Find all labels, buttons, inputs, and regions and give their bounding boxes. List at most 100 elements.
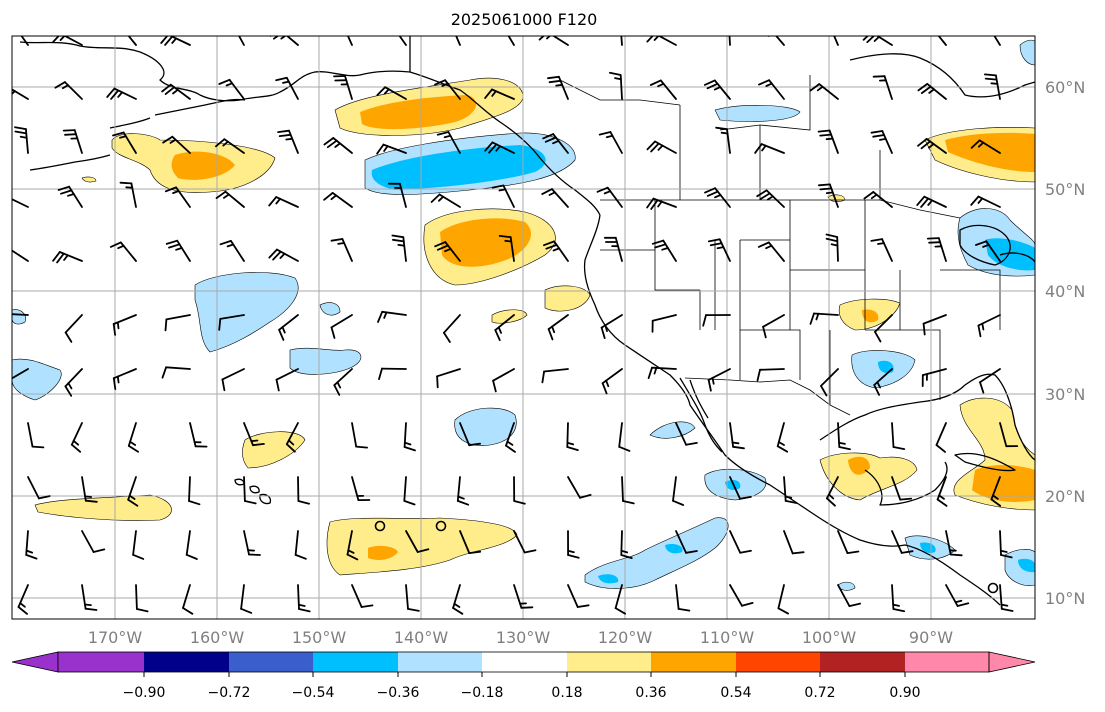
wind-barb-flag	[706, 190, 719, 197]
colorbar-tick-label: 0.36	[635, 685, 666, 701]
wind-barb-flag	[272, 36, 280, 40]
wind-barb-flag	[268, 248, 278, 259]
wind-barb-flag	[506, 440, 514, 446]
wind-barb	[675, 422, 687, 446]
wind-barb-flag	[13, 33, 19, 35]
wind-barb-flag	[84, 603, 92, 606]
wind-barb-flag	[279, 252, 286, 259]
wind-barb-flag	[468, 442, 482, 447]
wind-barb-flag	[848, 602, 861, 607]
wind-barb-flag	[777, 607, 789, 615]
wind-barb-flag	[484, 88, 493, 99]
wind-barb-flag	[892, 603, 900, 607]
calm-wind-marker	[987, 582, 999, 594]
wind-barb-flag	[1000, 554, 1013, 559]
wind-barb	[165, 366, 191, 370]
wind-barb-flag	[706, 82, 719, 90]
wind-barb-flag	[992, 494, 999, 500]
wind-barb-flag	[14, 130, 28, 135]
wind-barb-flag	[110, 89, 120, 100]
baja-coast	[679, 377, 723, 453]
wind-barb-flag	[824, 27, 830, 28]
bc-coast	[409, 71, 601, 216]
wind-barb-flag	[287, 439, 295, 446]
canada-borders	[559, 75, 811, 200]
wind-barb-flag	[954, 599, 963, 604]
wind-barb-flag	[766, 195, 774, 201]
wind-barb-flag	[338, 27, 344, 28]
state-borders	[600, 200, 1001, 405]
wind-barb	[492, 368, 515, 382]
wind-barb-flag	[119, 135, 127, 139]
wind-barb-flag	[978, 141, 985, 148]
lon-labels: 170°W 160°W 150°W 140°W 130°W 120°W 110°…	[88, 628, 953, 647]
wind-barb-flag	[825, 237, 839, 243]
wind-barb	[12, 198, 29, 208]
wind-barb-flag	[182, 607, 194, 615]
wind-barb-flag	[982, 243, 990, 248]
wind-barb-flag	[172, 88, 179, 95]
wind-barb	[891, 530, 903, 554]
wind-barb	[922, 314, 947, 325]
wind-barb-flag	[106, 87, 116, 98]
wind-barb-flag	[403, 446, 416, 452]
wind-barb-flag	[685, 550, 698, 554]
wind-barb-flag	[334, 142, 341, 148]
lon-label-120: 120°W	[598, 628, 653, 647]
wind-barb	[436, 368, 461, 378]
wind-barb-flag	[647, 366, 653, 380]
wind-barb-flag	[436, 244, 449, 251]
wind-barb-flag	[63, 254, 69, 261]
wind-barb-flag	[188, 500, 201, 506]
wind-barb	[64, 314, 83, 334]
wind-barb-flag	[899, 497, 913, 501]
wind-barbs	[0, 23, 1019, 615]
wind-barb	[874, 314, 893, 333]
wind-barb-flag	[990, 82, 999, 85]
wind-barb-flag	[977, 197, 984, 204]
wind-barb-flag	[704, 187, 716, 194]
wind-barb-flag	[818, 23, 829, 25]
wind-barb-flag	[161, 366, 168, 379]
wind-barb-flag	[1, 314, 4, 324]
wind-barb-flag	[657, 200, 663, 208]
wind-barb-flag	[541, 188, 553, 196]
wind-barb	[993, 36, 1001, 46]
neg-region	[371, 145, 546, 190]
wind-barb	[330, 314, 353, 329]
wind-barb	[618, 422, 623, 448]
wind-barb-flag	[809, 83, 821, 92]
lon-label-130: 130°W	[496, 628, 551, 647]
wind-barb	[567, 476, 581, 499]
wind-barb-flag	[981, 322, 985, 331]
wind-barb	[294, 530, 299, 556]
neg-region	[598, 574, 619, 584]
wind-barb-flag	[240, 607, 253, 614]
wind-barb-flag	[218, 78, 231, 85]
wind-barb-flag	[739, 495, 752, 500]
wind-barb-flag	[555, 83, 564, 87]
wind-barb-flag	[298, 608, 311, 613]
wind-barb-flag	[598, 131, 612, 136]
colorbar-segment	[144, 652, 229, 672]
wind-barb-flag	[872, 134, 885, 138]
pos-region	[171, 151, 235, 180]
wind-barb-flag	[707, 238, 721, 243]
wind-barb-flag	[434, 79, 447, 86]
wind-barb-flag	[723, 24, 729, 25]
wind-barb-flag	[622, 500, 635, 505]
wind-barb-flag	[297, 603, 306, 607]
wind-barb-flag	[0, 87, 7, 95]
wind-barb	[285, 36, 299, 46]
wind-barb-flag	[605, 379, 610, 388]
colorbar-tick-label: −0.36	[377, 685, 420, 701]
wind-barb-flag	[720, 131, 729, 135]
wind-barb-flag	[876, 381, 881, 389]
yucatan-coast	[864, 461, 948, 506]
wind-barb	[937, 36, 947, 46]
wind-barb-flag	[739, 549, 752, 554]
wind-barb-flag	[164, 318, 168, 332]
wind-barb-flag	[900, 550, 914, 554]
wind-barb-flag	[657, 144, 664, 151]
wind-barb-flag	[383, 311, 388, 319]
